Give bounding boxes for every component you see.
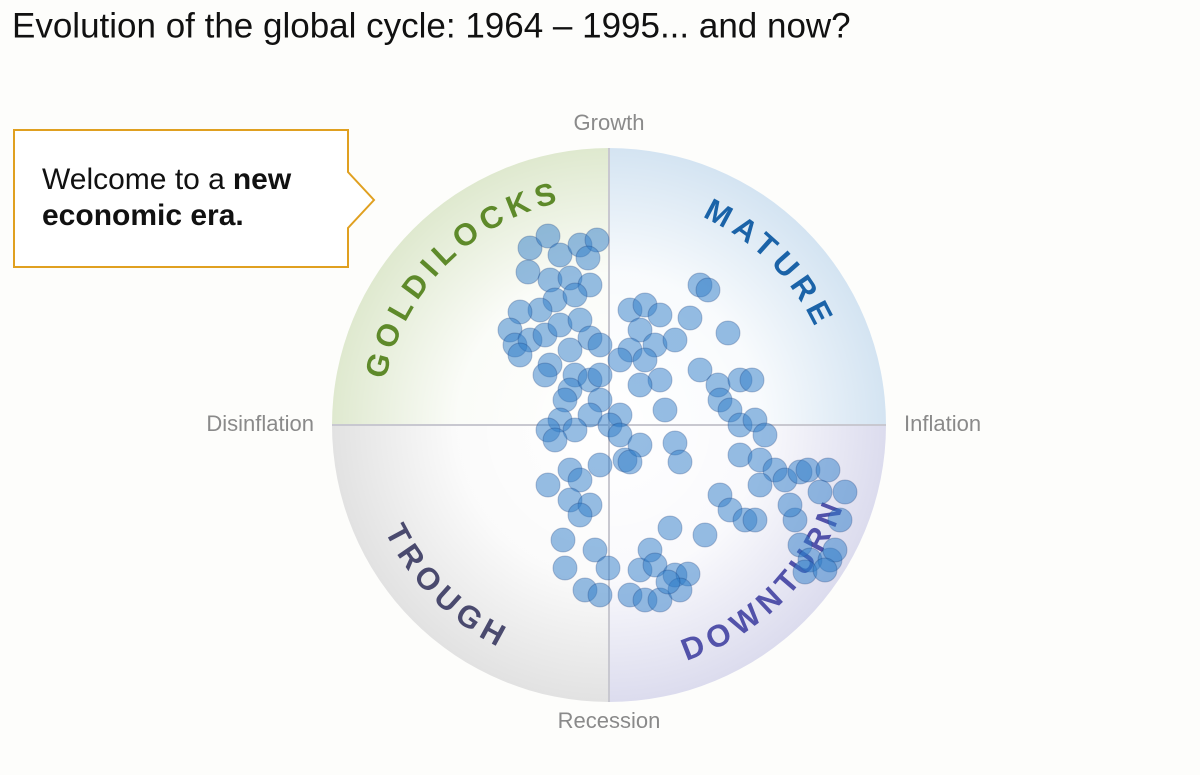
point xyxy=(547,242,573,268)
point xyxy=(587,582,613,608)
callout-box xyxy=(13,129,376,268)
point xyxy=(535,472,561,498)
point xyxy=(652,397,678,423)
point xyxy=(715,320,741,346)
point xyxy=(552,555,578,581)
point xyxy=(517,235,543,261)
point xyxy=(807,479,833,505)
point xyxy=(655,569,681,595)
axis-label: Disinflation xyxy=(206,411,314,436)
point xyxy=(695,277,721,303)
point xyxy=(677,305,703,331)
point xyxy=(567,502,593,528)
point xyxy=(739,367,765,393)
point xyxy=(632,347,658,373)
point xyxy=(827,507,853,533)
point xyxy=(550,527,576,553)
point xyxy=(567,467,593,493)
point xyxy=(587,452,613,478)
point xyxy=(557,337,583,363)
point xyxy=(617,449,643,475)
callout-bold: new economic era. xyxy=(42,163,292,232)
point xyxy=(562,282,588,308)
point xyxy=(687,357,713,383)
callout-plain: Welcome to a xyxy=(42,163,225,196)
point xyxy=(812,557,838,583)
point xyxy=(535,223,561,249)
chart-title: Evolution of the global cycle: 1964 – 19… xyxy=(12,6,851,45)
point xyxy=(507,342,533,368)
point xyxy=(515,259,541,285)
point xyxy=(657,515,683,541)
point xyxy=(577,402,603,428)
point xyxy=(815,457,841,483)
callout: Welcome to a new economic era. xyxy=(13,129,376,268)
point xyxy=(747,472,773,498)
point xyxy=(627,372,653,398)
point xyxy=(575,245,601,271)
point xyxy=(607,347,633,373)
callout-text: Welcome to a new economic era. xyxy=(42,163,292,232)
point xyxy=(542,427,568,453)
point xyxy=(662,327,688,353)
point xyxy=(532,362,558,388)
point xyxy=(607,422,633,448)
point xyxy=(582,537,608,563)
point xyxy=(692,522,718,548)
axis-label: Growth xyxy=(574,110,645,135)
point xyxy=(667,449,693,475)
point xyxy=(627,317,653,343)
point xyxy=(742,507,768,533)
point xyxy=(642,552,668,578)
point xyxy=(777,492,803,518)
axis-label: Recession xyxy=(558,708,661,733)
point xyxy=(832,479,858,505)
point xyxy=(647,302,673,328)
point xyxy=(595,555,621,581)
point xyxy=(562,417,588,443)
point xyxy=(587,332,613,358)
point xyxy=(752,422,778,448)
point xyxy=(587,362,613,388)
axis-label: Inflation xyxy=(904,411,981,436)
point xyxy=(822,537,848,563)
